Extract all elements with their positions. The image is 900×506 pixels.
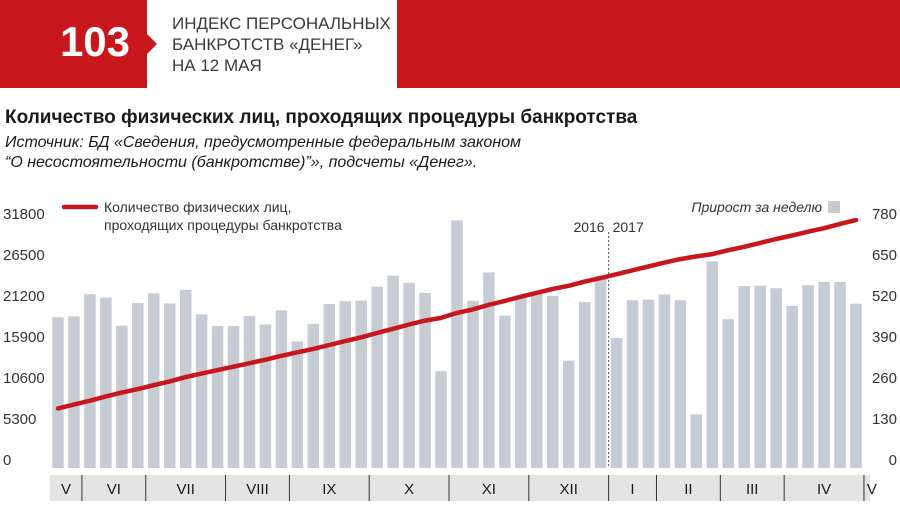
weekly-increase-bar (52, 317, 64, 468)
weekly-increase-bar (100, 297, 112, 468)
weekly-increase-bar (147, 293, 160, 468)
weekly-increase-bar (834, 281, 846, 468)
source-line-1: Источник: БД «Сведения, предусмотренные … (5, 134, 521, 151)
left-axis-tick-label: 0 (3, 452, 11, 469)
weekly-increase-bar (562, 360, 575, 468)
weekly-increase-bar (786, 305, 798, 468)
left-axis-tick-label: 10600 (3, 370, 45, 387)
month-label: I (630, 481, 634, 498)
left-axis-tick-label: 5300 (3, 411, 36, 428)
weekly-increase-bar (483, 272, 495, 468)
weekly-increase-bar (626, 300, 639, 468)
weekly-increase-bar (754, 285, 766, 468)
month-label: II (684, 481, 692, 498)
weekly-increase-bar (68, 316, 80, 468)
weekly-increase-bar (578, 302, 591, 468)
weekly-increase-bar (419, 292, 431, 468)
weekly-increase-bar (515, 296, 527, 468)
weekly-increase-bar (355, 300, 367, 468)
weekly-increase-bar (211, 326, 224, 468)
index-arrow-icon (147, 34, 157, 54)
weekly-increase-bar (116, 325, 128, 468)
weekly-increase-bar (132, 303, 144, 468)
month-label: X (404, 481, 414, 498)
legend-line-label-2: проходящих процедуры банкротства (104, 217, 342, 233)
weekly-increase-bar (499, 315, 511, 468)
month-label: V (867, 481, 877, 498)
weekly-increase-bar (259, 324, 272, 468)
right-axis-tick-label: 260 (872, 370, 897, 387)
left-axis-tick-label: 15900 (3, 329, 45, 346)
weekly-increase-bar (690, 414, 703, 468)
month-label: V (61, 481, 71, 498)
weekly-increase-bar (227, 326, 240, 468)
legend-bar-label: Прирост за неделю (691, 199, 822, 215)
weekly-increase-bar (339, 301, 352, 468)
right-axis-tick-label: 390 (872, 329, 897, 346)
weekly-increase-bar (451, 220, 463, 468)
weekly-increase-bar (658, 294, 671, 468)
month-axis-band (50, 475, 870, 501)
right-axis-tick-label: 0 (889, 452, 897, 469)
month-label: XII (560, 481, 578, 498)
weekly-increase-bar (850, 303, 862, 468)
left-axis-tick-label: 21200 (3, 288, 45, 305)
weekly-increase-bar (387, 275, 399, 468)
weekly-increase-bar (594, 275, 607, 468)
index-title-line-2: БАНКРОТСТВ «ДЕНЕГ» (172, 35, 363, 54)
index-title: ИНДЕКС ПЕРСОНАЛЬНЫХ БАНКРОТСТВ «ДЕНЕГ» Н… (172, 13, 392, 76)
legend-bar-swatch (828, 201, 840, 213)
weekly-increase-bar (531, 292, 543, 468)
month-label: VII (177, 481, 195, 498)
right-axis-tick-label: 650 (872, 247, 897, 264)
index-title-line-3: НА 12 МАЯ (172, 56, 262, 75)
chart-source: Источник: БД «Сведения, предусмотренные … (5, 133, 521, 173)
weekly-increase-bar (642, 299, 655, 468)
index-title-line-1: ИНДЕКС ПЕРСОНАЛЬНЫХ (172, 14, 391, 33)
left-axis-tick-label: 31800 (3, 206, 45, 223)
weekly-increase-bar (275, 310, 288, 468)
weekly-increase-bar (706, 261, 719, 468)
cumulative-line (55, 217, 859, 411)
month-label: IX (322, 481, 336, 498)
chart-title: Количество физических лиц, проходящих пр… (5, 107, 638, 128)
weekly-increase-bar (802, 285, 814, 468)
weekly-increase-bar (291, 341, 304, 468)
month-label: VIII (246, 481, 269, 498)
month-label: VI (107, 481, 121, 498)
year-label-2017: 2017 (613, 219, 644, 235)
index-title-box (147, 0, 397, 88)
source-line-2: “О несостоятельности (банкротстве)”», по… (5, 154, 478, 171)
weekly-increase-bar (738, 286, 751, 468)
weekly-increase-bar (323, 304, 336, 468)
weekly-increase-bar (467, 300, 479, 468)
month-label: III (746, 481, 759, 498)
index-number: 103 (59, 18, 131, 65)
right-axis-tick-label: 130 (872, 411, 897, 428)
right-axis-tick-label: 780 (872, 206, 897, 223)
right-axis-tick-label: 520 (872, 288, 897, 305)
weekly-increase-bar (243, 315, 256, 468)
weekly-increase-bar (307, 323, 320, 468)
weekly-increase-bar (610, 338, 623, 468)
weekly-increase-bar (770, 288, 782, 468)
weekly-increase-bar (674, 300, 687, 468)
month-label: XI (482, 481, 496, 498)
year-label-2016: 2016 (573, 219, 604, 235)
weekly-increase-bar (84, 294, 96, 468)
weekly-increase-bar (722, 319, 735, 468)
weekly-increase-bar (546, 295, 559, 468)
weekly-increase-bar (403, 282, 415, 468)
weekly-increase-bar (818, 281, 830, 468)
weekly-increase-bar (195, 314, 208, 468)
month-label: IV (817, 481, 831, 498)
weekly-increase-bar (163, 303, 176, 468)
legend-line-label-1: Количество физических лиц, (104, 199, 291, 215)
weekly-increase-bar (371, 286, 383, 468)
weekly-increase-bar (435, 371, 447, 468)
left-axis-tick-label: 26500 (3, 247, 45, 264)
